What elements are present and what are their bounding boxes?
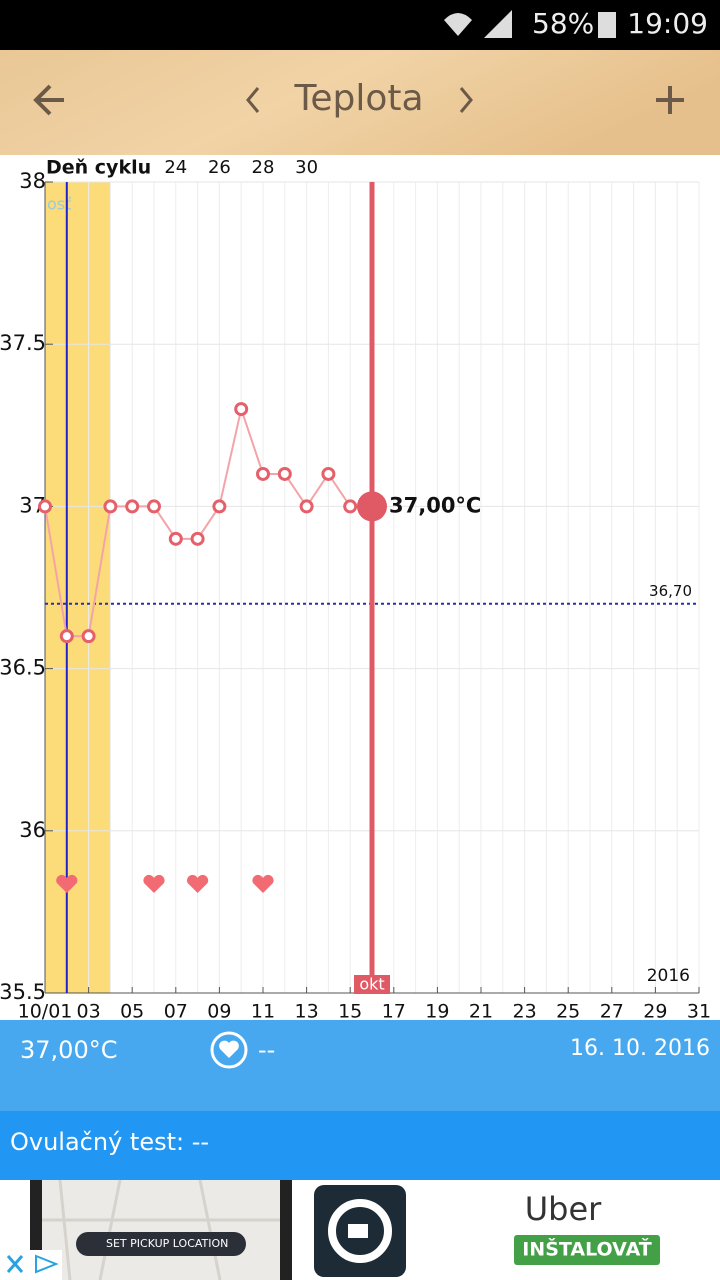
x-tick-label: 09 (207, 1001, 231, 1023)
x-tick-label: 21 (469, 1001, 493, 1023)
point (190, 531, 205, 546)
info-heart: -- (258, 1036, 275, 1064)
faded-label: osť (47, 195, 71, 214)
x-tick-label: 17 (382, 1001, 406, 1023)
x-tick-label: 25 (556, 1001, 580, 1023)
ad-map (42, 1180, 280, 1280)
point (38, 499, 52, 514)
year-label: 2016 (647, 966, 690, 986)
x-tick-label: 05 (120, 1001, 144, 1023)
point (147, 499, 161, 514)
ad-close[interactable] (6, 1255, 24, 1273)
chart-area (0, 155, 720, 1020)
ad-map-pill (76, 1232, 246, 1256)
y-tick-label: 36.5 (0, 656, 46, 680)
signal-icon (484, 10, 512, 38)
ad-logo-ring (328, 1199, 392, 1263)
cover-line-label: 36,70 (649, 582, 692, 600)
point (343, 499, 358, 514)
cycle-day: 24 (164, 157, 187, 178)
battery-icon (598, 12, 616, 38)
point (59, 629, 74, 644)
toolbar (0, 50, 720, 155)
prev-button[interactable] (246, 87, 260, 113)
add-button[interactable] (656, 86, 684, 114)
point (81, 629, 96, 644)
point (103, 499, 118, 514)
y-tick-label: 35.5 (0, 980, 46, 1004)
month-label: okt (359, 975, 384, 994)
point (234, 402, 249, 417)
ad-logo-square (348, 1224, 368, 1238)
x-tick-label: 29 (643, 1001, 667, 1023)
info-temperature: 37,00°C (20, 1036, 117, 1064)
selected-point (357, 491, 387, 522)
cycle-day: 30 (295, 157, 318, 178)
point (168, 531, 183, 546)
point (321, 466, 336, 481)
point (256, 466, 270, 481)
point (125, 499, 140, 514)
ad-map-roads (42, 1179, 280, 1280)
info-date: 16. 10. 2016 (570, 1036, 710, 1061)
heart-icon (219, 1040, 239, 1058)
heart (143, 874, 165, 893)
ovulation-bar (0, 1111, 720, 1180)
x-tick-label: 27 (600, 1001, 624, 1023)
battery-text: 58% (532, 7, 594, 40)
heart-button[interactable] (210, 1031, 248, 1069)
cycle-day: 26 (208, 157, 231, 178)
y-tick-label: 36 (19, 818, 46, 842)
y-tick-label: 38 (19, 169, 46, 193)
ad-title: Uber (525, 1190, 602, 1228)
x-axis-title: Deň cyklu (46, 157, 151, 179)
heart (252, 874, 274, 893)
info-panel (0, 1020, 720, 1111)
period-band (45, 182, 111, 993)
ad-choices[interactable] (35, 1254, 59, 1274)
heart (56, 874, 78, 893)
month-tag (354, 975, 390, 994)
cycle-day: 28 (252, 157, 275, 178)
heart (187, 874, 209, 893)
point (212, 499, 227, 514)
point (277, 466, 292, 481)
wifi-icon (444, 13, 472, 36)
selected-label: 37,00°C (389, 493, 481, 517)
back-button[interactable] (33, 84, 64, 116)
x-tick-label: 13 (295, 1001, 319, 1023)
x-tick-label: 07 (164, 1001, 188, 1023)
ad-install-button[interactable] (514, 1235, 660, 1265)
x-tick-label: 11 (251, 1001, 275, 1023)
time: 19:09 (627, 7, 708, 40)
x-tick-label: 10/01 (18, 1001, 73, 1023)
ovulation-label: Ovulačný test: -- (10, 1128, 209, 1156)
ad-map-label: SET PICKUP LOCATION (106, 1237, 228, 1250)
x-tick-label: 19 (425, 1001, 449, 1023)
next-button[interactable] (459, 87, 473, 113)
y-tick-label: 37.5 (0, 331, 46, 355)
toolbar-title: Teplota (293, 78, 423, 119)
x-tick-label: 23 (513, 1001, 537, 1023)
ad-button-label: INŠTALOVAŤ (522, 1237, 652, 1261)
point (299, 499, 314, 514)
x-tick-label: 15 (338, 1001, 362, 1023)
x-tick-label: 31 (687, 1001, 711, 1023)
series-line (44, 405, 372, 638)
x-tick-label: 03 (77, 1001, 101, 1023)
